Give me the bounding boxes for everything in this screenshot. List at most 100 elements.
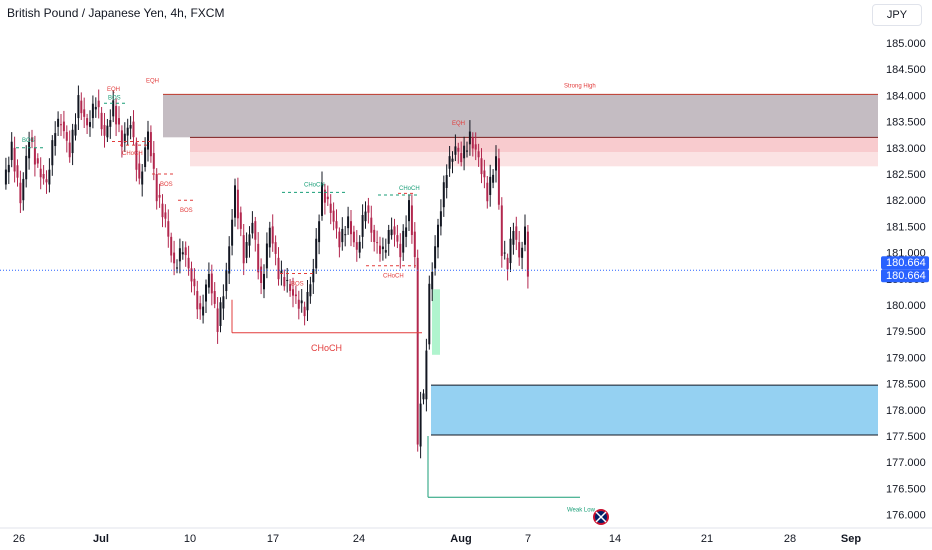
candle-body bbox=[112, 100, 115, 117]
candle-body bbox=[521, 247, 524, 258]
flag-icon bbox=[593, 509, 609, 525]
zone-demand bbox=[431, 385, 878, 435]
candle-body bbox=[289, 284, 292, 291]
candle-body bbox=[91, 103, 94, 119]
candle-body bbox=[370, 217, 373, 233]
x-tick-label: Sep bbox=[841, 533, 861, 545]
bos-label: BOS bbox=[22, 138, 35, 144]
candle-body bbox=[506, 257, 509, 270]
candle-body bbox=[518, 242, 521, 258]
candle-body bbox=[225, 270, 228, 292]
candle-body bbox=[83, 109, 86, 117]
candle-body bbox=[460, 153, 463, 163]
y-tick-label: 181.500 bbox=[886, 221, 926, 233]
candle-body bbox=[483, 170, 486, 178]
candle-body bbox=[393, 226, 396, 235]
candle-body bbox=[274, 242, 277, 254]
y-tick-label: 178.000 bbox=[886, 405, 926, 417]
candle-body bbox=[45, 179, 48, 183]
candle-body bbox=[144, 147, 147, 168]
x-tick-label: Jul bbox=[93, 533, 109, 545]
candle-body bbox=[257, 243, 260, 273]
zone-premium bbox=[163, 94, 878, 138]
candle-body bbox=[439, 211, 442, 227]
last-price-tag-label: 180.664 bbox=[886, 270, 926, 282]
candle-body bbox=[60, 124, 62, 126]
price-axis[interactable]: 185.000 184.500 184.000 183.500 183.000 182.5… bbox=[879, 0, 932, 528]
y-tick-label: 182.000 bbox=[886, 195, 926, 207]
candle-body bbox=[228, 246, 231, 274]
candle-body bbox=[480, 158, 483, 175]
candle-body bbox=[358, 241, 361, 253]
candle-body bbox=[173, 252, 176, 264]
y-tick-label: 177.500 bbox=[886, 431, 926, 443]
candle-body bbox=[210, 273, 213, 294]
candle-body bbox=[332, 210, 335, 222]
candle-body bbox=[306, 291, 309, 311]
candle-body bbox=[326, 196, 329, 200]
candle-body bbox=[463, 145, 466, 159]
candle-body bbox=[57, 118, 60, 127]
candle-body bbox=[355, 242, 358, 250]
candle-body bbox=[367, 205, 370, 213]
candle-body bbox=[242, 235, 245, 264]
candle-body bbox=[373, 229, 376, 242]
x-tick-label: 17 bbox=[267, 533, 279, 545]
candle-body bbox=[500, 205, 503, 256]
candle-body bbox=[335, 221, 338, 229]
candle-body bbox=[115, 105, 118, 125]
candle-body bbox=[42, 174, 45, 179]
candle-body bbox=[405, 227, 408, 237]
candle-body bbox=[106, 125, 109, 138]
candle-body bbox=[338, 231, 341, 248]
x-tick-label: 28 bbox=[784, 533, 796, 545]
candle-body bbox=[65, 132, 68, 141]
candle-body bbox=[141, 171, 144, 185]
candle-body bbox=[167, 221, 170, 237]
candle-body bbox=[428, 283, 431, 345]
last-price-tag-2 bbox=[881, 269, 929, 283]
x-tick-label: 14 bbox=[609, 533, 621, 545]
candle-body bbox=[48, 169, 51, 185]
currency-button[interactable]: JPY bbox=[872, 4, 922, 26]
candle-body bbox=[489, 176, 492, 195]
eqh-label: EQH bbox=[452, 121, 465, 127]
candle-body bbox=[71, 129, 74, 154]
candle-body bbox=[526, 231, 529, 277]
y-tick-label: 179.500 bbox=[886, 326, 926, 338]
candle-body bbox=[248, 234, 251, 246]
candle-body bbox=[207, 273, 210, 288]
candle-body bbox=[239, 212, 242, 229]
candle-body bbox=[457, 147, 460, 152]
candle-body bbox=[268, 227, 271, 248]
candle-body bbox=[408, 200, 410, 222]
candle-body bbox=[7, 164, 10, 173]
candle-body bbox=[399, 243, 402, 258]
candle-body bbox=[170, 236, 173, 256]
y-tick-label: 183.500 bbox=[886, 117, 926, 129]
candle-body bbox=[254, 221, 257, 240]
candle-body bbox=[387, 229, 390, 244]
candle-body bbox=[176, 267, 178, 269]
candle-body bbox=[297, 299, 300, 309]
candle-body bbox=[213, 291, 216, 304]
x-tick-label: 21 bbox=[701, 533, 713, 545]
candle-body bbox=[364, 211, 367, 222]
choch-label: CHoCH bbox=[383, 274, 404, 280]
candle-body bbox=[216, 308, 219, 332]
candle-body bbox=[410, 205, 413, 236]
candle-body bbox=[184, 247, 187, 256]
bos-label: BOS bbox=[108, 95, 121, 101]
candle-body bbox=[219, 302, 222, 326]
candle-body bbox=[16, 165, 19, 178]
candle-body bbox=[341, 228, 344, 243]
candle-body bbox=[149, 132, 152, 157]
y-tick-label: 183.000 bbox=[886, 143, 926, 155]
eqh-label: EQH bbox=[146, 78, 159, 84]
x-tick-label: 7 bbox=[525, 533, 531, 545]
candle-body bbox=[425, 350, 428, 400]
candle-body bbox=[495, 156, 497, 171]
time-axis[interactable]: 26 Jul 10 17 24 Aug 7 14 21 28 Sep bbox=[0, 527, 932, 545]
candle-body bbox=[477, 151, 480, 158]
